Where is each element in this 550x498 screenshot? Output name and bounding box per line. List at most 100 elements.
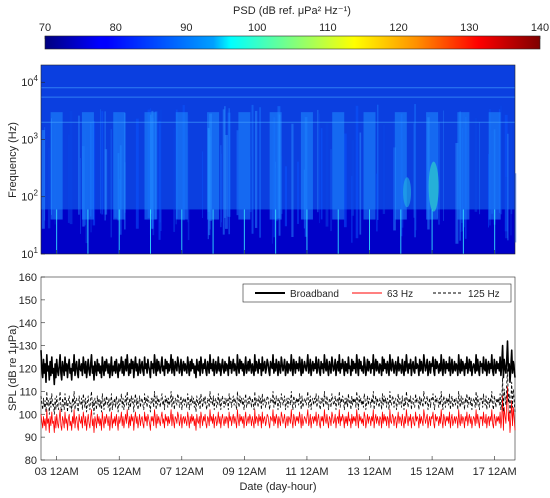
spectrogram-streak	[135, 118, 139, 229]
spectrogram-y-label: Frequency (Hz)	[7, 122, 19, 198]
daily-band	[300, 112, 313, 220]
spectrogram-streak	[393, 118, 395, 223]
spectrogram-streak	[488, 154, 489, 228]
spl-x-label: Date (day-hour)	[239, 481, 316, 493]
daily-band	[81, 112, 94, 220]
spectrogram-streak	[104, 149, 108, 215]
spectrogram-streak	[78, 115, 80, 215]
spl-y-ticks: 80 90 100 110 120 130 140 150 160	[19, 272, 45, 467]
colorbar-tick-130: 130	[460, 22, 478, 34]
spl-y-tick-80: 80	[25, 455, 37, 467]
legend-label-63hz: 63 Hz	[387, 289, 413, 300]
spectrogram-streak	[479, 122, 481, 215]
spectrogram-streak	[251, 104, 254, 234]
spectrogram-streak	[443, 110, 444, 221]
spectrogram-frame	[40, 64, 516, 255]
series-line-63-hz	[40, 386, 516, 434]
legend-label-125hz: 125 Hz	[468, 289, 500, 300]
spectrogram-streak	[173, 128, 176, 232]
series-line-125-hz	[40, 368, 516, 415]
daily-band	[488, 112, 501, 220]
colorbar-tick-110: 110	[319, 22, 337, 34]
spectrogram-streak	[221, 153, 222, 223]
daily-band	[363, 112, 376, 220]
spectrogram-streak	[505, 177, 508, 239]
spl-x-tick-label: 13 12AM	[347, 466, 391, 478]
spectrogram-streak	[110, 129, 112, 238]
spectrogram-streak	[297, 161, 299, 224]
daily-band	[238, 112, 251, 220]
spl-x-tick-label: 09 12AM	[222, 466, 266, 478]
series-line-broadband	[40, 340, 516, 386]
spectrogram-streak	[455, 142, 459, 244]
spectrogram-streak	[220, 145, 222, 228]
spl-x-tick-label: 17 12AM	[473, 466, 517, 478]
spectrogram-streak	[224, 134, 228, 229]
daily-band	[113, 112, 126, 220]
daily-band	[269, 112, 282, 220]
spectrogram-streak	[67, 134, 70, 223]
daily-band	[207, 112, 220, 220]
spectrogram-streak	[160, 109, 162, 231]
spl-y-tick-140: 140	[19, 318, 37, 330]
spectrogram-streak	[413, 123, 415, 218]
spectrogram-streak	[382, 125, 386, 214]
spectrogram-streak	[80, 158, 81, 234]
colorbar-gradient	[44, 35, 541, 50]
spectrogram-streak	[343, 133, 347, 228]
spectrogram-y-tick-label: 101	[21, 246, 38, 261]
colorbar-tick-100: 100	[248, 22, 266, 34]
spl-y-tick-90: 90	[25, 432, 37, 444]
spectrogram-hotspot	[428, 161, 439, 212]
spl-y-tick-100: 100	[19, 409, 37, 421]
spectrogram-streak	[202, 151, 203, 219]
spectrogram-texture	[41, 87, 517, 254]
spectrogram-streak	[291, 123, 294, 238]
spl-x-tick-label: 07 12AM	[160, 466, 204, 478]
spectrogram-hotspot	[403, 177, 412, 208]
spectrogram-streak	[158, 120, 161, 240]
spectrogram-streak	[222, 109, 225, 235]
spectrogram-streak	[359, 132, 362, 235]
spl-y-tick-150: 150	[19, 295, 37, 307]
daily-band	[457, 112, 470, 220]
colorbar-tick-80: 80	[110, 22, 122, 34]
spectrogram-y-tick-label: 103	[21, 131, 38, 146]
spectrogram-streak	[325, 122, 329, 227]
spl-y-tick-120: 120	[19, 364, 37, 376]
spl-series-lines	[40, 340, 516, 434]
spectrogram-streak	[236, 130, 239, 216]
spectrogram-streak	[377, 104, 379, 220]
spl-y-tick-160: 160	[19, 272, 37, 284]
colorbar-title: PSD (dB ref. μPa² Hz⁻¹)	[233, 5, 351, 17]
spectrogram-streak	[376, 173, 378, 232]
spectrogram-streak	[317, 109, 319, 213]
spectrogram-streak	[500, 105, 503, 215]
spl-y-tick-110: 110	[19, 386, 37, 398]
spectrogram-streak	[318, 113, 320, 224]
spectrogram-streak	[474, 117, 478, 212]
spectrogram-streak	[187, 115, 190, 241]
spectrogram-streak	[320, 128, 323, 220]
spectrogram-streak	[259, 107, 261, 238]
spectrogram-streak	[284, 166, 288, 227]
spectrogram-panel: 101 102 103 104 Frequency (Hz)	[7, 64, 517, 261]
spectrogram-streak	[249, 156, 252, 213]
spectrogram-streak	[47, 147, 51, 229]
spl-x-tick-label: 11 12AM	[285, 466, 328, 478]
spectrogram-streak	[41, 130, 45, 229]
spectrogram-streak	[351, 140, 355, 216]
colorbar-tick-140: 140	[531, 22, 549, 34]
colorbar-tick-70: 70	[39, 22, 51, 34]
daily-band	[175, 112, 188, 220]
spl-x-tick-label: 05 12AM	[97, 466, 141, 478]
spectrogram-streak	[254, 110, 258, 228]
spectrogram-streak	[224, 106, 226, 218]
spectrogram-streak	[330, 149, 332, 232]
spectrogram-y-tick-label: 102	[21, 189, 38, 204]
daily-band	[144, 112, 157, 220]
spectrogram-streak	[414, 104, 416, 238]
spectrogram-streak	[100, 109, 101, 214]
spl-x-tick-label: 15 12AM	[410, 466, 454, 478]
spl-x-tick-label: 03 12AM	[35, 466, 79, 478]
